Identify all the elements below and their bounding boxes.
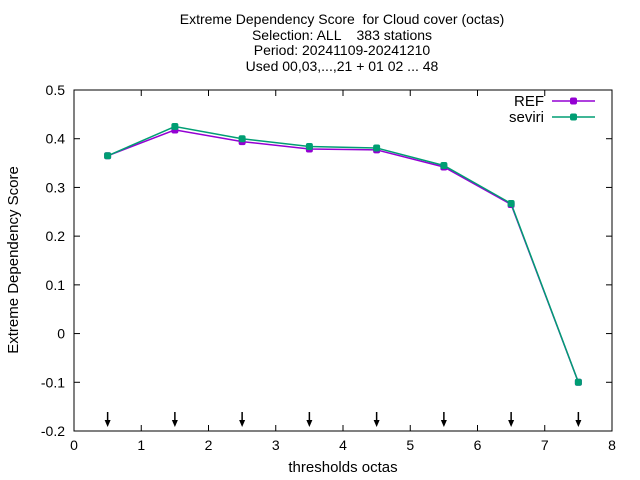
threshold-arrows (104, 412, 582, 427)
legend-swatch-marker (570, 113, 577, 121)
data-point-seviri (305, 143, 313, 151)
chart-title: Extreme Dependency Score for Cloud cover… (0, 11, 640, 74)
y-tick-label: 0.2 (46, 228, 66, 244)
data-point-seviri (507, 200, 515, 208)
legend-swatch-marker (570, 97, 577, 105)
x-tick-label: 6 (474, 437, 482, 453)
legend-label: seviri (509, 109, 544, 126)
series-line-seviri (107, 125, 580, 383)
data-point-seviri (171, 123, 179, 131)
x-tick-label: 3 (272, 437, 280, 453)
legend-label: REF (514, 93, 544, 110)
x-tick-label: 2 (205, 437, 213, 453)
x-tick-label: 5 (406, 437, 414, 453)
data-point-seviri (238, 135, 246, 143)
x-tick-label: 8 (608, 437, 616, 453)
threshold-arrow (508, 412, 515, 427)
threshold-arrow (104, 412, 111, 427)
data-point-seviri (373, 144, 381, 152)
x-axis-label: thresholds octas (288, 459, 397, 476)
title-line-4: Used 00,03,...,21 + 01 02 ... 48 (245, 57, 439, 74)
threshold-arrow (171, 412, 178, 427)
x-tick-label: 0 (70, 437, 78, 453)
axis-ticks: 0 1 2 3 4 5 6 7 8 -0.2 -0.1 0 0.1 0.2 0.3 0.4 0.5 (41, 82, 616, 453)
x-tick-label: 4 (339, 437, 347, 453)
series-line-REF (107, 129, 580, 383)
y-axis-label: Extreme Dependency Score (5, 166, 22, 354)
y-tick-label: -0.1 (41, 374, 65, 390)
y-tick-label: 0.3 (46, 179, 66, 195)
plot-frame (73, 89, 613, 432)
y-tick-label: 0.4 (46, 131, 66, 147)
threshold-arrow (440, 412, 447, 427)
data-point-seviri (440, 162, 448, 170)
threshold-arrow (239, 412, 246, 427)
y-tick-label: 0 (57, 326, 65, 342)
y-tick-label: 0.5 (46, 82, 66, 98)
y-tick-label: -0.2 (41, 423, 65, 439)
threshold-arrow (306, 412, 313, 427)
data-point-seviri (104, 152, 112, 160)
x-tick-label: 7 (541, 437, 549, 453)
y-tick-label: 0.1 (46, 277, 66, 293)
title-line-1: Extreme Dependency Score for Cloud cover… (179, 11, 505, 27)
title-line-2: Selection: ALL 383 stations (251, 26, 433, 43)
data-point-seviri (574, 378, 582, 386)
data-series (104, 123, 582, 386)
threshold-arrow (373, 412, 380, 427)
x-tick-label: 1 (137, 437, 145, 453)
title-line-3: Period: 20241109-20241210 (253, 42, 431, 58)
threshold-arrow (575, 412, 582, 427)
